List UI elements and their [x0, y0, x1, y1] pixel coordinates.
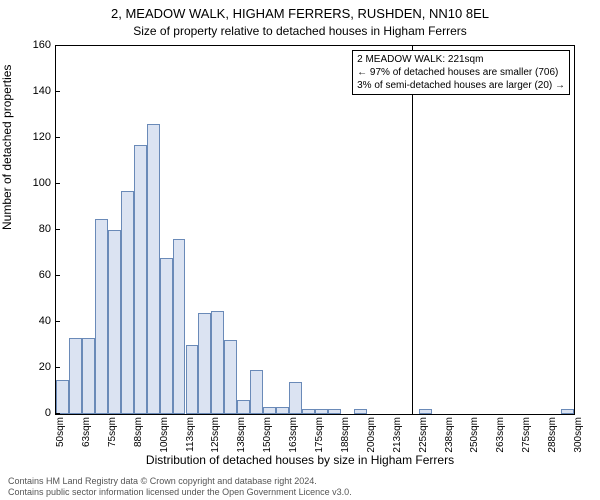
y-tick-label: 0: [45, 407, 51, 419]
histogram-bar: [419, 409, 432, 414]
histogram-bar: [108, 230, 121, 414]
annotation-line2: ← 97% of detached houses are smaller (70…: [357, 66, 565, 79]
x-tick-label: 188sqm: [340, 417, 351, 453]
x-tick-label: 300sqm: [573, 417, 584, 453]
histogram-bar: [250, 370, 263, 414]
y-tick-label: 140: [33, 85, 51, 97]
histogram-bar: [147, 124, 160, 414]
x-tick-label: 150sqm: [262, 417, 273, 453]
plot-area: 2 MEADOW WALK: 221sqm ← 97% of detached …: [55, 45, 575, 415]
y-tick-label: 100: [33, 177, 51, 189]
x-tick-label: 125sqm: [210, 417, 221, 453]
chart-title-line2: Size of property relative to detached ho…: [0, 24, 600, 38]
x-tick-label: 113sqm: [185, 417, 196, 452]
x-tick-label: 200sqm: [366, 417, 377, 453]
y-tick-label: 80: [39, 223, 51, 235]
x-tick-label: 263sqm: [495, 417, 506, 453]
x-tick-label: 163sqm: [288, 417, 299, 453]
x-tick-label: 50sqm: [55, 417, 66, 447]
histogram-bar: [211, 311, 224, 415]
x-axis-label: Distribution of detached houses by size …: [0, 453, 600, 467]
y-tick-mark: [55, 137, 60, 138]
chart-title-line1: 2, MEADOW WALK, HIGHAM FERRERS, RUSHDEN,…: [0, 6, 600, 21]
x-tick-label: 63sqm: [81, 417, 92, 447]
y-axis-label: Number of detached properties: [0, 65, 14, 230]
y-tick-mark: [55, 413, 60, 414]
footer-line2: Contains public sector information licen…: [8, 487, 352, 498]
histogram-bar: [198, 313, 211, 414]
histogram-bar: [82, 338, 95, 414]
histogram-bar: [315, 409, 328, 414]
y-tick-label: 120: [33, 131, 51, 143]
x-tick-label: 100sqm: [159, 417, 170, 453]
histogram-bar: [95, 219, 108, 415]
histogram-bar: [289, 382, 302, 414]
x-tick-label: 225sqm: [418, 417, 429, 453]
x-tick-label: 88sqm: [133, 417, 144, 447]
x-tick-label: 275sqm: [521, 417, 532, 453]
histogram-bar: [302, 409, 315, 414]
histogram-bar: [354, 409, 367, 414]
histogram-bar: [561, 409, 574, 414]
histogram-bar: [121, 191, 134, 414]
y-tick-mark: [55, 229, 60, 230]
annotation-line1: 2 MEADOW WALK: 221sqm: [357, 53, 565, 66]
histogram-bar: [237, 400, 250, 414]
histogram-bar: [173, 239, 186, 414]
y-tick-mark: [55, 321, 60, 322]
y-tick-label: 20: [39, 361, 51, 373]
y-tick-mark: [55, 91, 60, 92]
y-tick-mark: [55, 275, 60, 276]
x-tick-label: 175sqm: [314, 417, 325, 453]
histogram-bar: [69, 338, 82, 414]
y-tick-label: 160: [33, 39, 51, 51]
x-tick-label: 238sqm: [444, 417, 455, 453]
x-tick-label: 75sqm: [107, 417, 118, 447]
x-tick-label: 250sqm: [469, 417, 480, 453]
histogram-bar: [263, 407, 276, 414]
histogram-bar: [186, 345, 199, 414]
y-tick-label: 60: [39, 269, 51, 281]
y-tick-mark: [55, 367, 60, 368]
y-tick-label: 40: [39, 315, 51, 327]
histogram-bar: [224, 340, 237, 414]
histogram-bar: [276, 407, 289, 414]
annotation-box: 2 MEADOW WALK: 221sqm ← 97% of detached …: [352, 50, 570, 95]
x-tick-label: 213sqm: [392, 417, 403, 453]
x-tick-label: 138sqm: [236, 417, 247, 453]
x-tick-label: 288sqm: [547, 417, 558, 453]
footer-text: Contains HM Land Registry data © Crown c…: [8, 476, 352, 498]
histogram-bar: [134, 145, 147, 414]
histogram-bar: [160, 258, 173, 414]
histogram-bar: [56, 380, 69, 415]
chart-container: 2, MEADOW WALK, HIGHAM FERRERS, RUSHDEN,…: [0, 0, 600, 500]
y-tick-mark: [55, 45, 60, 46]
footer-line1: Contains HM Land Registry data © Crown c…: [8, 476, 352, 487]
y-tick-mark: [55, 183, 60, 184]
reference-line: [412, 46, 413, 414]
histogram-bar: [328, 409, 341, 414]
annotation-line3: 3% of semi-detached houses are larger (2…: [357, 79, 565, 92]
